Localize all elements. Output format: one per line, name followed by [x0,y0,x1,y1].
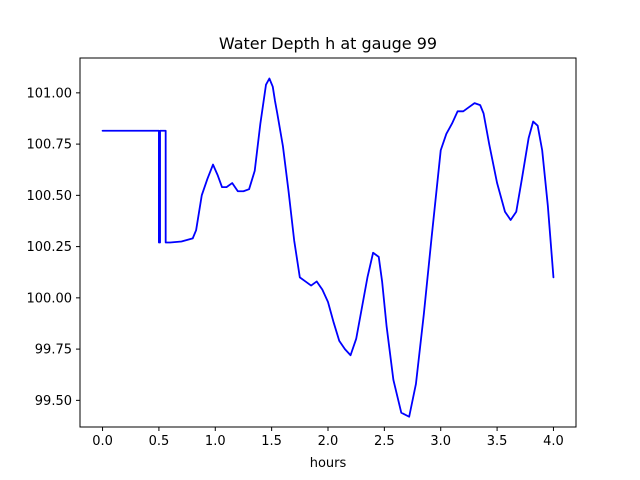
plot-area [101,77,555,418]
x-tick-label: 0.0 [92,434,113,449]
chart-title: Water Depth h at gauge 99 [219,34,437,53]
x-tick-label: 2.0 [318,434,339,449]
y-tick-label: 100.50 [27,189,73,204]
y-tick-label: 100.00 [27,291,73,306]
x-tick-label: 4.0 [543,434,564,449]
y-tick-label: 101.00 [27,86,73,101]
y-tick-label: 100.75 [27,138,73,153]
x-tick-label: 2.5 [374,434,395,449]
x-axis-label: hours [310,456,347,471]
x-tick-label: 1.5 [261,434,282,449]
x-tick-label: 1.0 [205,434,226,449]
y-tick-label: 100.25 [27,240,73,255]
y-tick-label: 99.75 [35,343,72,358]
x-tick-label: 3.0 [430,434,451,449]
axes: 0.0 0.5 1.0 1.5 2.0 2.5 3.0 3.5 4.0 99.50 99.75 100… [27,57,577,449]
x-tick-label: 3.5 [487,434,508,449]
series-line-0 [101,77,555,418]
y-tick-label: 99.50 [35,394,72,409]
x-tick-label: 0.5 [149,434,170,449]
